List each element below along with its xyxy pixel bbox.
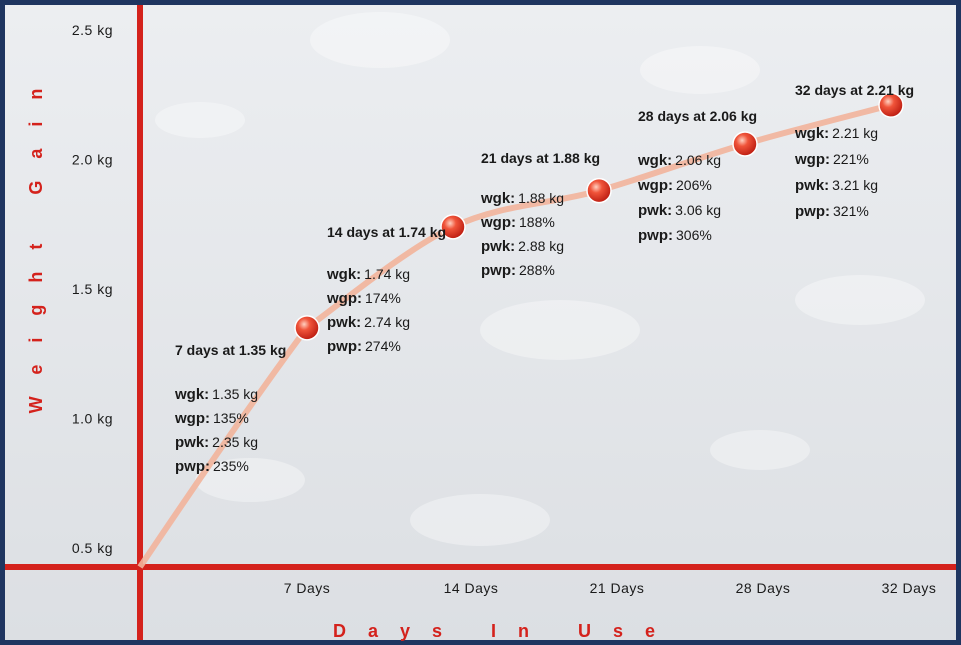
annotation-value: 1.88 kg [518,190,564,206]
annotation-key: wgk: [637,152,672,169]
annotation-line: pwk:2.88 kg [481,238,564,255]
chart: Weight Gain Days In Use 0.5 kg 1.0 kg 1.5 … [0,0,961,645]
annotation-line: pwk:2.35 kg [175,434,258,451]
y-tick-label: 2.0 kg [72,152,113,168]
annotation-value: 1.74 kg [364,266,410,282]
annotation-key: pwp: [175,458,210,475]
x-tick-label: 14 Days [444,580,499,596]
annotation-value: 221% [833,151,869,167]
annotation-key: wgp: [326,290,362,307]
annotation-value: 2.74 kg [364,314,410,330]
annotation-value: 321% [833,203,869,219]
annotation-value: 235% [213,458,249,474]
annotation-value: 2.06 kg [675,152,721,168]
annotation-key: pwp: [327,338,362,355]
annotation-value: 2.88 kg [518,238,564,254]
x-tick-label: 7 Days [284,580,331,596]
annotation-key: wgp: [480,214,516,231]
annotation-value: 174% [365,290,401,306]
y-tick-label: 1.0 kg [72,411,113,427]
annotation-key: pwp: [638,227,673,244]
annotation-line: wgk:1.88 kg [480,190,564,207]
annotation-line: wgk:2.21 kg [794,125,878,142]
annotation-key: pwk: [638,202,672,219]
annotation-key: wgk: [480,190,515,207]
annotation-value: 188% [519,214,555,230]
annotation-value: 306% [676,227,712,243]
annotation-key: pwk: [481,238,515,255]
annotation-key: pwp: [481,262,516,279]
annotation-key: wgk: [174,386,209,403]
y-axis-title: Weight Gain [26,67,46,414]
point [295,316,319,340]
x-tick-label: 21 Days [590,580,645,596]
annotation-key: wgp: [637,177,673,194]
point [587,179,611,203]
x-tick-label: 28 Days [736,580,791,596]
y-tick-label: 1.5 kg [72,281,113,297]
annotation-value: 3.06 kg [675,202,721,218]
annotation-key: pwk: [175,434,209,451]
annotation-value: 206% [676,177,712,193]
annotation-value: 2.21 kg [832,125,878,141]
annotation-line: pwk:3.21 kg [795,177,878,194]
annotation-value: 274% [365,338,401,354]
annotation-key: wgk: [326,266,361,283]
y-tick-label: 0.5 kg [72,540,113,556]
annotation-title: 32 days at 2.21 kg [795,82,914,98]
annotation-line: pwk:3.06 kg [638,202,721,219]
point [733,132,757,156]
page: {"chart_data": { "type": "line", "x_labe… [0,0,961,645]
annotation-value: 135% [213,410,249,426]
annotation-title: 21 days at 1.88 kg [481,150,600,166]
x-axis-title: Days In Use [333,621,677,641]
annotation-line: pwk:2.74 kg [327,314,410,331]
annotation-title: 28 days at 2.06 kg [638,108,757,124]
annotation-line: wgk:1.35 kg [174,386,258,403]
annotation-value: 3.21 kg [832,177,878,193]
annotation-key: wgk: [794,125,829,142]
annotation-key: pwk: [327,314,361,331]
annotation-value: 1.35 kg [212,386,258,402]
annotation-line: wgk:2.06 kg [637,152,721,169]
annotation-key: wgp: [174,410,210,427]
x-tick-label: 32 Days [882,580,937,596]
annotation-value: 2.35 kg [212,434,258,450]
annotation-title: 14 days at 1.74 kg [327,224,446,240]
annotation-key: wgp: [794,151,830,168]
annotation-key: pwk: [795,177,829,194]
y-tick-label: 2.5 kg [72,22,113,38]
annotation-value: 288% [519,262,555,278]
annotation-key: pwp: [795,203,830,220]
annotation-line: wgk:1.74 kg [326,266,410,283]
annotation-title: 7 days at 1.35 kg [175,342,286,358]
